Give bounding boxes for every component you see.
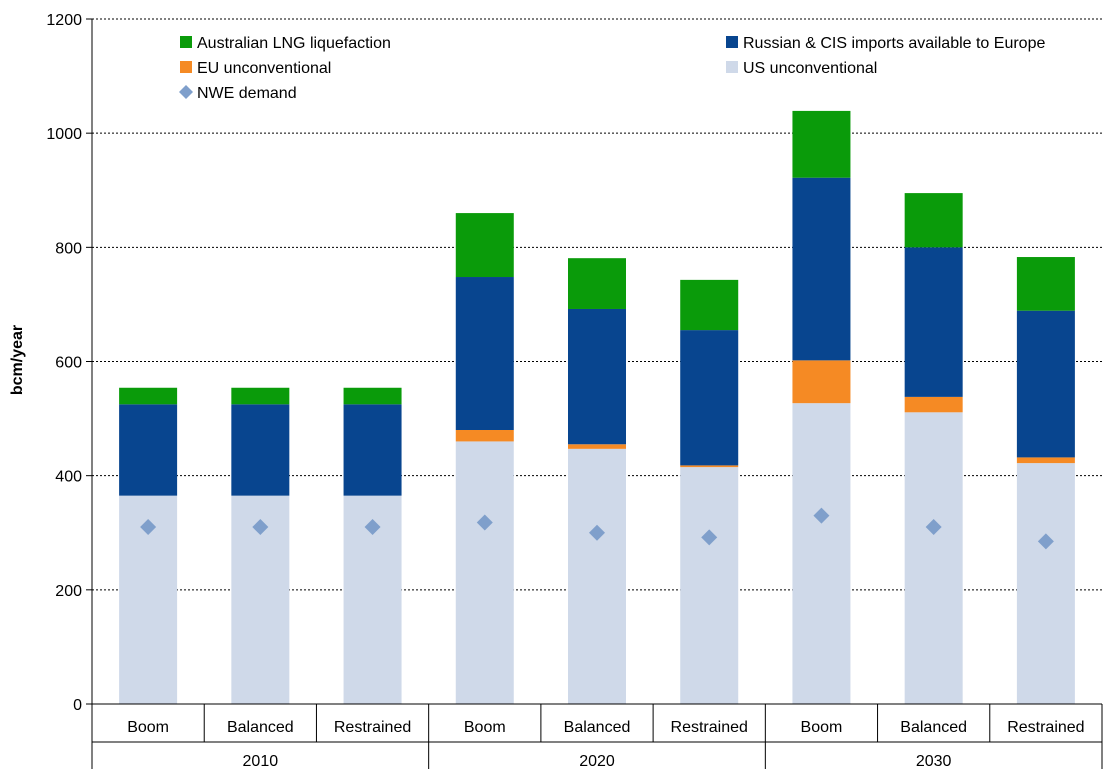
demand-marker — [589, 524, 605, 541]
bar-segment — [231, 404, 290, 496]
demand-marker — [252, 519, 269, 536]
bar-segment — [568, 258, 626, 309]
legend-label: Australian LNG liquefaction — [197, 35, 391, 52]
demand-markers — [140, 507, 1054, 550]
x-category-label: Restrained — [334, 719, 411, 736]
demand-marker — [364, 519, 381, 536]
bar-segment — [568, 448, 626, 704]
bar-segment — [792, 177, 851, 361]
bar-segment — [455, 213, 514, 278]
y-tick-label: 800 — [55, 240, 82, 257]
bar-segment — [904, 396, 963, 413]
bar-segment — [343, 387, 402, 405]
legend-label: Russian & CIS imports available to Europ… — [743, 35, 1045, 52]
legend-label: US unconventional — [743, 60, 877, 77]
bar-segment — [904, 412, 963, 704]
bars — [119, 110, 1075, 704]
bar-segment — [1016, 463, 1075, 704]
bar-segment — [1016, 457, 1075, 464]
x-axis-labels: Boom Balanced Restrained Boom Balanced Restra… — [91, 704, 1103, 769]
bar-segment — [231, 387, 290, 405]
bar-segment — [455, 441, 514, 704]
demand-marker — [476, 514, 493, 531]
x-category-label: Balanced — [900, 719, 967, 736]
legend-label: NWE demand — [197, 85, 297, 102]
bar-segment — [904, 247, 963, 397]
demand-marker — [701, 529, 718, 546]
bar-segment — [1016, 257, 1075, 311]
y-tick-label: 200 — [55, 583, 82, 600]
bar-segment — [680, 467, 739, 704]
bar-segment — [455, 277, 514, 430]
x-category-label: Balanced — [564, 719, 631, 736]
legend-swatch — [726, 36, 738, 48]
demand-marker — [1037, 533, 1054, 550]
x-category-label: Restrained — [1007, 719, 1084, 736]
demand-marker — [140, 519, 157, 536]
x-category-label: Restrained — [671, 719, 748, 736]
y-axis-ticks: 0 200 400 600 800 1000 1200 — [46, 12, 92, 714]
bar-segment — [904, 193, 963, 248]
x-group-label: 2020 — [579, 753, 615, 769]
axes — [91, 19, 1102, 705]
bar-segment — [568, 308, 626, 445]
x-category-label: Boom — [464, 719, 506, 736]
bar-segment — [1016, 310, 1075, 458]
bar-segment — [680, 465, 739, 468]
bar-segment — [568, 444, 626, 449]
x-category-label: Boom — [127, 719, 169, 736]
bar-segment — [792, 110, 851, 178]
x-category-label: Balanced — [227, 719, 294, 736]
y-tick-label: 1200 — [46, 12, 82, 29]
legend-marker — [179, 85, 193, 99]
legend-swatch — [180, 36, 192, 48]
x-category-label: Boom — [801, 719, 843, 736]
bar-segment — [680, 279, 739, 331]
bar-segment — [792, 403, 851, 704]
legend-swatch — [180, 61, 192, 73]
y-tick-label: 1000 — [46, 126, 82, 143]
demand-marker — [813, 507, 830, 524]
y-tick-label: 0 — [73, 697, 82, 714]
legend-swatch — [726, 61, 738, 73]
x-group-label: 2010 — [243, 753, 279, 769]
bar-segment — [343, 404, 402, 496]
demand-marker — [925, 519, 942, 536]
legend: Australian LNG liquefaction Russian & CIS… — [179, 35, 1045, 102]
bar-segment — [455, 430, 514, 442]
y-tick-label: 400 — [55, 469, 82, 486]
y-tick-label: 600 — [55, 355, 82, 372]
bar-segment — [680, 330, 739, 466]
bar-segment — [119, 404, 178, 496]
bar-segment — [792, 360, 851, 404]
x-group-label: 2030 — [916, 753, 952, 769]
y-axis-title: bcm/year — [9, 325, 26, 395]
bar-segment — [119, 387, 178, 405]
legend-label: EU unconventional — [197, 60, 331, 77]
